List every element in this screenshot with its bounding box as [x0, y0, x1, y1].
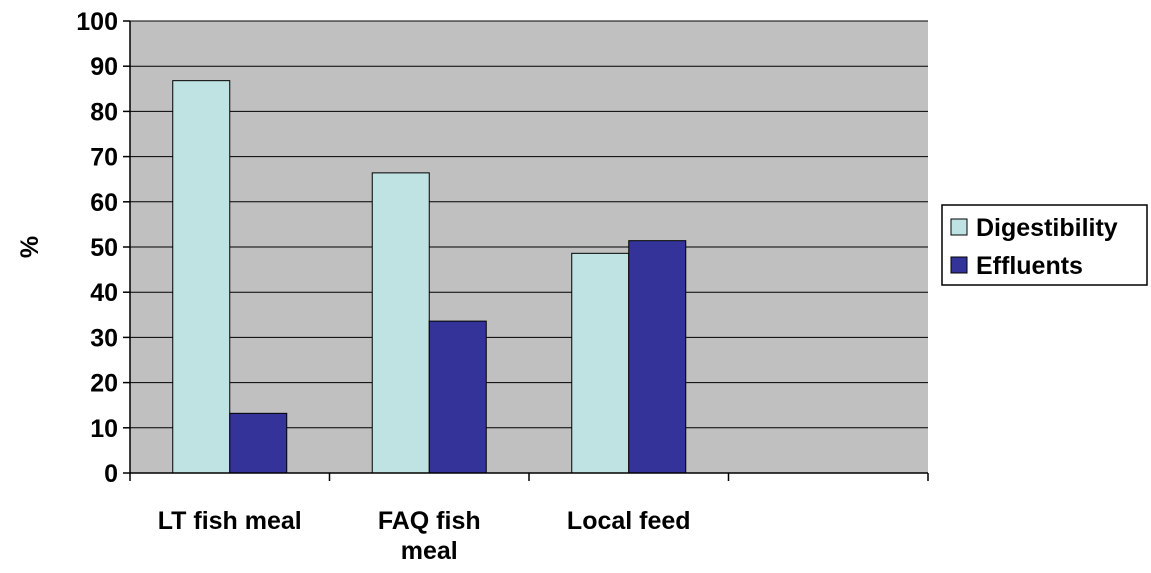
x-tick-label-line: LT fish meal [158, 507, 302, 535]
y-tick-label: 70 [90, 144, 118, 172]
y-tick-label: 30 [90, 324, 118, 352]
bar-digestibility-0 [172, 80, 231, 474]
y-tick-label: 80 [90, 98, 118, 126]
legend: Digestibility Effluents [941, 204, 1148, 286]
x-tick-label-line: meal [401, 537, 458, 565]
x-tick-label-line: FAQ fish [378, 507, 481, 535]
legend-swatch-digestibility [950, 218, 968, 236]
y-tick-label: 10 [90, 415, 118, 443]
gridlines [130, 20, 928, 429]
y-tick-label: 40 [90, 279, 118, 307]
legend-box [941, 204, 1148, 286]
y-tick-label: 0 [104, 460, 118, 488]
x-tick-label-line: Local feed [567, 507, 691, 535]
legend-label-digestibility: Digestibility [976, 214, 1118, 242]
bar-digestibility-2 [571, 252, 630, 474]
legend-swatch-effluents [950, 256, 968, 274]
bar-effluents-2 [628, 240, 687, 474]
y-tick-label: 20 [90, 370, 118, 398]
x-tick-label: Local feed [567, 507, 691, 535]
x-tick-label: LT fish meal [158, 507, 302, 535]
bars [172, 80, 687, 474]
y-tick-label: 90 [90, 53, 118, 81]
y-tick-label: 60 [90, 189, 118, 217]
legend-label-effluents: Effluents [976, 252, 1083, 280]
x-tick-labels: LT fish meal FAQ fish meal Local feed [158, 507, 691, 565]
y-tick-labels: 0 10 20 30 40 50 60 70 80 90 100 [76, 8, 118, 488]
y-tick-label: 100 [76, 8, 118, 36]
y-axis-label: % [16, 236, 44, 258]
y-tick-label: 50 [90, 234, 118, 262]
axes [123, 20, 929, 481]
bar-effluents-1 [428, 320, 487, 474]
bar-effluents-0 [229, 412, 288, 474]
x-tick-label: FAQ fish meal [378, 507, 481, 565]
bar-digestibility-1 [371, 172, 430, 474]
